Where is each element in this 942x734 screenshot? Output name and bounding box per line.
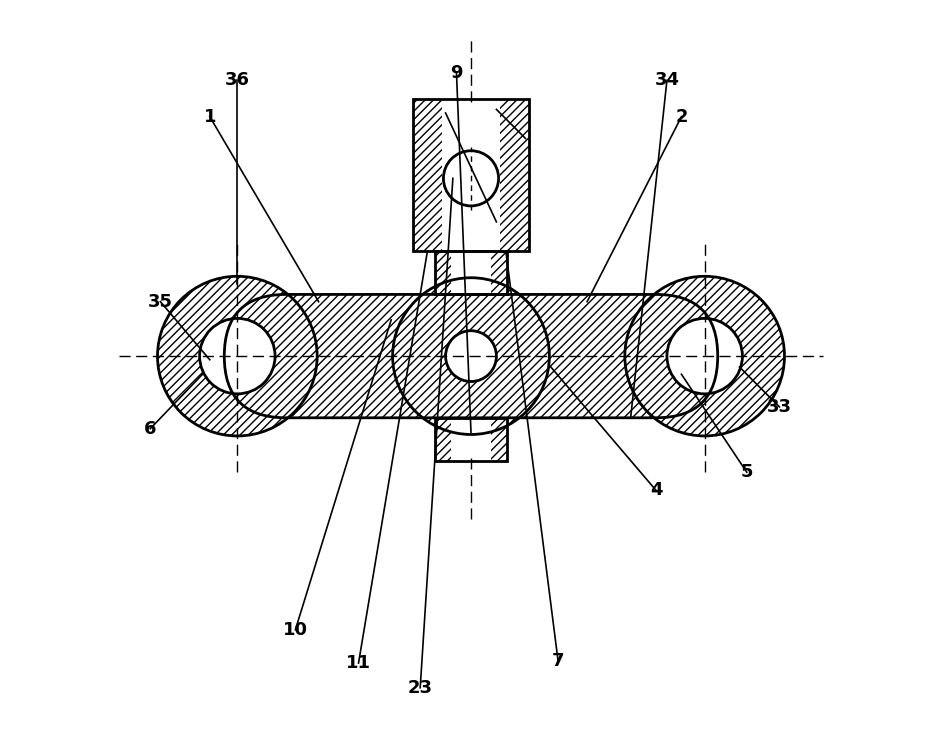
- Text: 33: 33: [767, 398, 792, 416]
- Text: 2: 2: [675, 108, 688, 126]
- Bar: [450, 251, 492, 294]
- Bar: [492, 418, 508, 462]
- Text: 34: 34: [655, 71, 679, 90]
- Circle shape: [667, 319, 742, 394]
- Text: 10: 10: [283, 621, 308, 639]
- Bar: [450, 418, 492, 462]
- FancyBboxPatch shape: [224, 294, 718, 418]
- Bar: [434, 251, 508, 294]
- Text: 1: 1: [203, 108, 216, 126]
- Circle shape: [200, 319, 275, 394]
- Circle shape: [157, 276, 317, 436]
- Bar: [492, 251, 508, 294]
- Text: 7: 7: [552, 652, 564, 670]
- Text: 36: 36: [225, 71, 250, 90]
- Text: 5: 5: [740, 463, 753, 482]
- Bar: [413, 98, 529, 251]
- Bar: [442, 98, 500, 251]
- Text: 4: 4: [650, 482, 662, 499]
- Text: 9: 9: [450, 64, 463, 82]
- Bar: [434, 418, 450, 462]
- Bar: [434, 251, 450, 294]
- Circle shape: [444, 150, 498, 206]
- Circle shape: [446, 331, 496, 382]
- Circle shape: [625, 276, 785, 436]
- Text: 35: 35: [148, 293, 173, 310]
- Circle shape: [393, 277, 549, 435]
- Text: 11: 11: [346, 654, 371, 672]
- Bar: [413, 98, 442, 251]
- Bar: [434, 418, 508, 462]
- Text: 23: 23: [408, 679, 432, 697]
- Text: 6: 6: [144, 420, 156, 437]
- Bar: [500, 98, 529, 251]
